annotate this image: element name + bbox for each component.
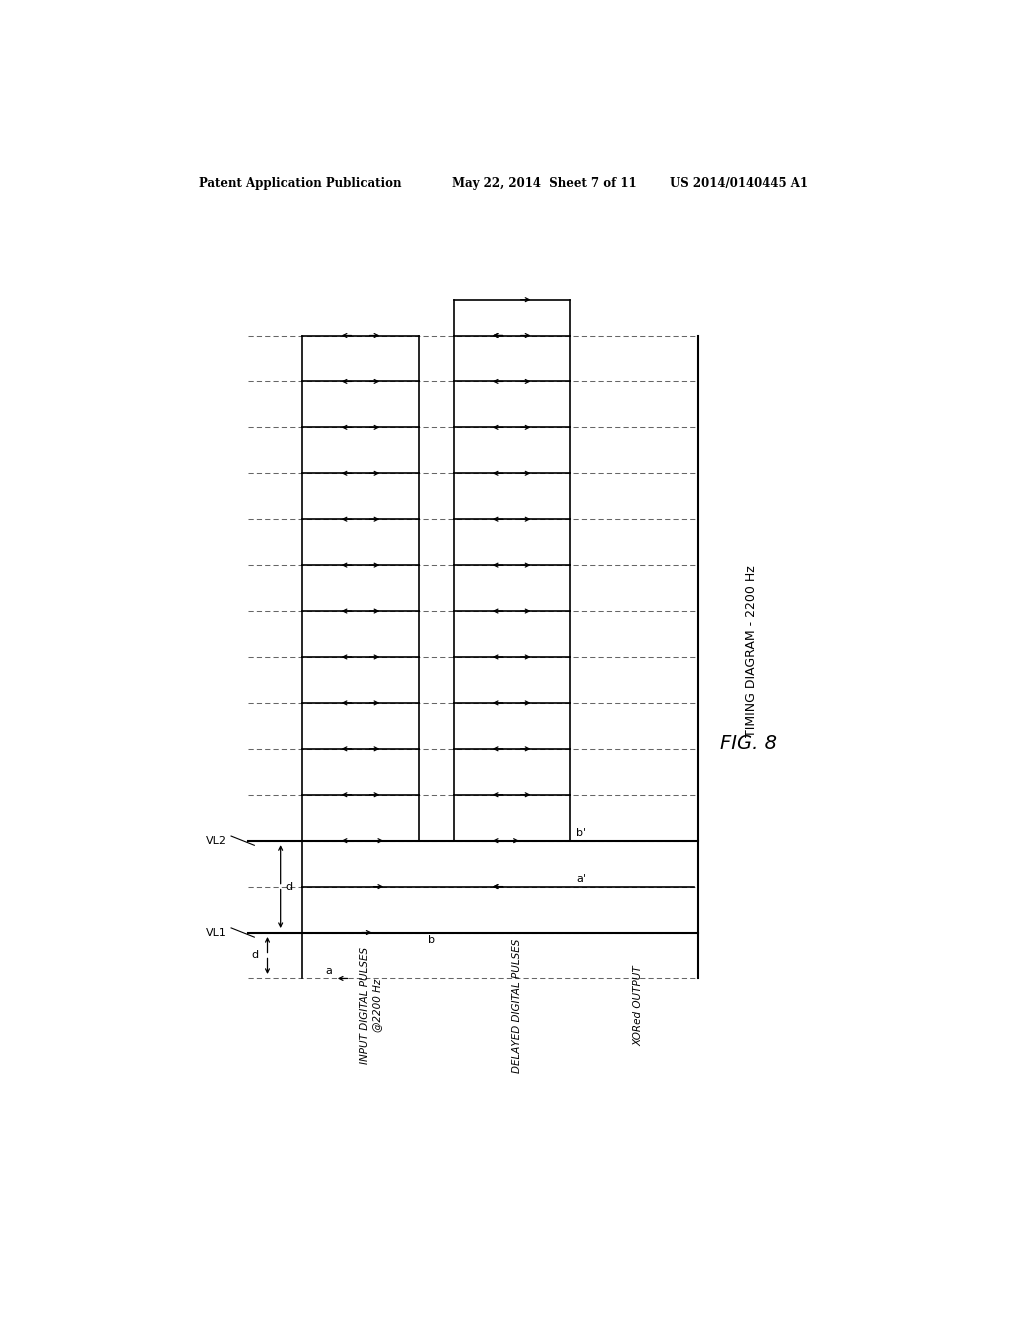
Text: May 22, 2014  Sheet 7 of 11: May 22, 2014 Sheet 7 of 11 (452, 177, 637, 190)
Text: DELAYED DIGITAL PULSES: DELAYED DIGITAL PULSES (512, 939, 521, 1073)
Text: Patent Application Publication: Patent Application Publication (200, 177, 401, 190)
Text: US 2014/0140445 A1: US 2014/0140445 A1 (671, 177, 809, 190)
Text: d: d (251, 950, 258, 961)
Text: d: d (286, 882, 293, 891)
Text: VL1: VL1 (206, 928, 226, 937)
Text: INPUT DIGITAL PULSES
@2200 Hz: INPUT DIGITAL PULSES @2200 Hz (360, 946, 382, 1064)
Text: XORed OUTPUT: XORed OUTPUT (634, 965, 644, 1045)
Text: b': b' (575, 829, 586, 838)
Text: a': a' (575, 874, 586, 884)
Text: VL2: VL2 (206, 836, 226, 846)
Text: TIMING DIAGRAM - 2200 Hz: TIMING DIAGRAM - 2200 Hz (745, 565, 759, 737)
Text: b: b (428, 935, 435, 945)
Text: FIG. 8: FIG. 8 (720, 734, 776, 754)
Text: a: a (326, 966, 333, 977)
